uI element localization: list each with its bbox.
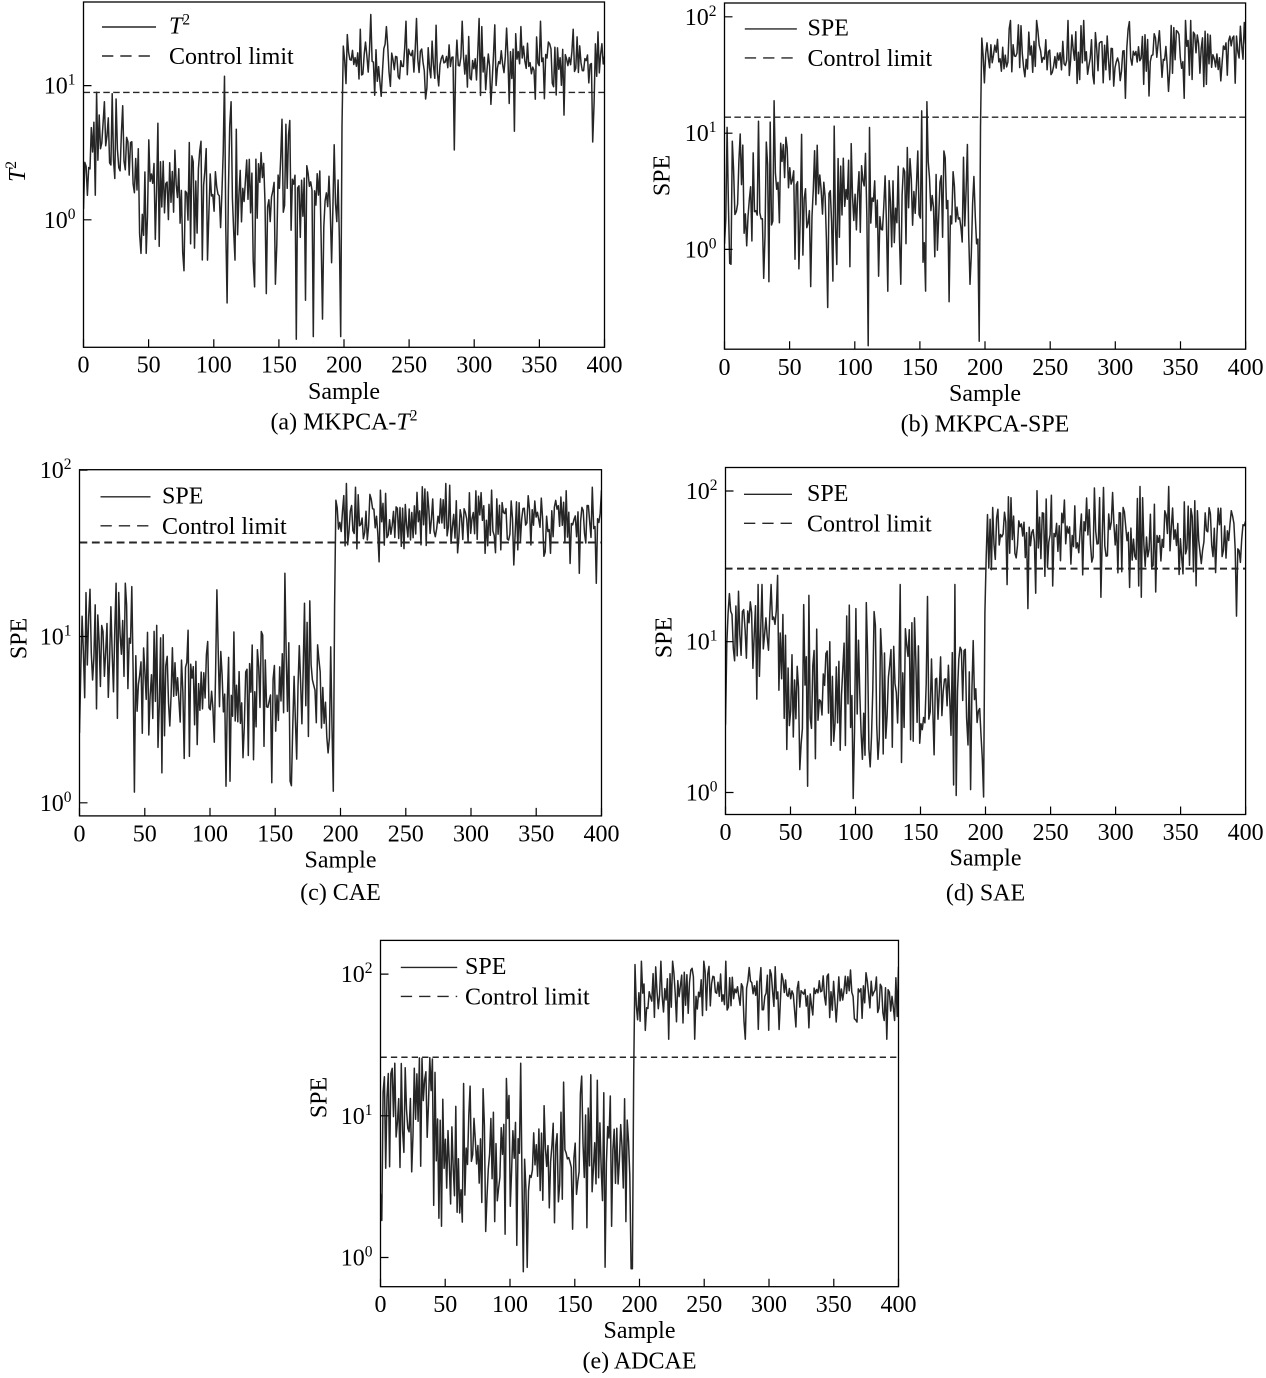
svg-text:0: 0 bbox=[719, 355, 731, 381]
svg-text:200: 200 bbox=[967, 355, 1003, 381]
svg-text:SPE: SPE bbox=[652, 617, 678, 658]
svg-text:T2: T2 bbox=[3, 161, 31, 182]
svg-text:250: 250 bbox=[388, 821, 424, 847]
svg-text:Sample: Sample bbox=[949, 381, 1021, 407]
svg-text:0: 0 bbox=[78, 353, 90, 379]
svg-text:50: 50 bbox=[779, 820, 803, 846]
svg-text:SPE: SPE bbox=[808, 15, 849, 41]
svg-text:50: 50 bbox=[133, 821, 157, 847]
svg-text:Control limit: Control limit bbox=[162, 514, 287, 540]
svg-text:Sample: Sample bbox=[308, 379, 380, 405]
svg-text:SPE: SPE bbox=[307, 1077, 333, 1118]
svg-text:100: 100 bbox=[192, 821, 228, 847]
svg-text:0: 0 bbox=[74, 821, 86, 847]
svg-text:200: 200 bbox=[622, 1292, 658, 1318]
svg-text:(e) ADCAE: (e) ADCAE bbox=[583, 1348, 697, 1373]
svg-text:150: 150 bbox=[557, 1292, 593, 1318]
svg-text:150: 150 bbox=[257, 821, 293, 847]
svg-text:(b) MKPCA-SPE: (b) MKPCA-SPE bbox=[901, 412, 1070, 438]
svg-text:50: 50 bbox=[778, 355, 802, 381]
svg-text:300: 300 bbox=[751, 1292, 787, 1318]
svg-text:200: 200 bbox=[968, 820, 1004, 846]
svg-text:150: 150 bbox=[261, 353, 297, 379]
svg-text:Control limit: Control limit bbox=[807, 511, 932, 537]
svg-text:SPE: SPE bbox=[7, 618, 33, 659]
svg-text:250: 250 bbox=[391, 353, 427, 379]
svg-text:100: 100 bbox=[341, 1244, 373, 1272]
svg-text:100: 100 bbox=[837, 355, 873, 381]
svg-text:(c) CAE: (c) CAE bbox=[300, 880, 381, 906]
svg-text:SPE: SPE bbox=[465, 954, 506, 980]
svg-text:250: 250 bbox=[1032, 355, 1068, 381]
svg-text:0: 0 bbox=[375, 1292, 387, 1318]
svg-text:SPE: SPE bbox=[650, 155, 676, 196]
svg-text:(a) MKPCA-T2: (a) MKPCA-T2 bbox=[270, 408, 417, 436]
svg-text:250: 250 bbox=[686, 1292, 722, 1318]
svg-text:400: 400 bbox=[881, 1292, 917, 1318]
svg-text:150: 150 bbox=[903, 820, 939, 846]
svg-text:150: 150 bbox=[902, 355, 938, 381]
svg-text:350: 350 bbox=[521, 353, 557, 379]
svg-text:100: 100 bbox=[196, 353, 232, 379]
svg-text:Control limit: Control limit bbox=[169, 44, 294, 70]
svg-text:T2: T2 bbox=[169, 12, 190, 40]
svg-text:400: 400 bbox=[1228, 355, 1264, 381]
svg-text:Sample: Sample bbox=[305, 848, 377, 874]
svg-text:50: 50 bbox=[137, 353, 161, 379]
svg-text:SPE: SPE bbox=[162, 483, 203, 509]
svg-text:(d) SAE: (d) SAE bbox=[946, 880, 1025, 906]
svg-text:400: 400 bbox=[587, 353, 623, 379]
svg-text:350: 350 bbox=[1163, 820, 1199, 846]
svg-text:350: 350 bbox=[518, 821, 554, 847]
svg-text:400: 400 bbox=[1228, 820, 1264, 846]
svg-text:350: 350 bbox=[816, 1292, 852, 1318]
svg-text:101: 101 bbox=[44, 72, 76, 100]
svg-text:100: 100 bbox=[492, 1292, 528, 1318]
svg-text:Sample: Sample bbox=[604, 1318, 676, 1344]
svg-text:50: 50 bbox=[433, 1292, 457, 1318]
svg-text:300: 300 bbox=[1098, 820, 1134, 846]
svg-text:SPE: SPE bbox=[807, 481, 848, 507]
svg-text:Control limit: Control limit bbox=[808, 46, 933, 72]
svg-text:100: 100 bbox=[838, 820, 874, 846]
svg-text:101: 101 bbox=[686, 628, 718, 656]
svg-text:200: 200 bbox=[326, 353, 362, 379]
svg-text:300: 300 bbox=[1097, 355, 1133, 381]
svg-text:300: 300 bbox=[453, 821, 489, 847]
svg-text:Control limit: Control limit bbox=[465, 984, 590, 1010]
svg-text:250: 250 bbox=[1033, 820, 1069, 846]
svg-text:400: 400 bbox=[584, 821, 620, 847]
svg-text:350: 350 bbox=[1163, 355, 1199, 381]
svg-text:200: 200 bbox=[323, 821, 359, 847]
svg-text:Sample: Sample bbox=[950, 846, 1022, 872]
svg-text:0: 0 bbox=[720, 820, 732, 846]
svg-text:300: 300 bbox=[456, 353, 492, 379]
